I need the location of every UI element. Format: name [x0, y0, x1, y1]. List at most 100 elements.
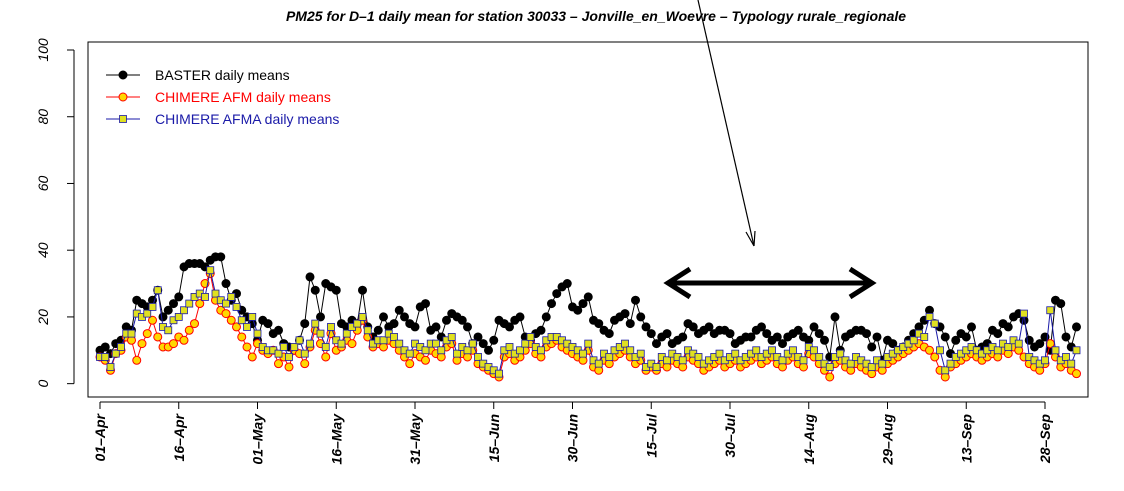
data-point	[536, 325, 546, 335]
data-point	[474, 353, 482, 361]
data-point	[127, 329, 136, 338]
data-point	[180, 306, 188, 315]
y-tick-label: 40	[35, 242, 51, 258]
data-point	[316, 329, 325, 338]
data-point	[1062, 353, 1070, 361]
data-point	[789, 346, 797, 355]
data-point	[867, 363, 876, 371]
data-point	[174, 313, 183, 321]
data-point	[552, 289, 562, 299]
data-point	[809, 322, 819, 332]
data-point	[484, 345, 493, 355]
data-point	[867, 342, 877, 352]
data-point	[1004, 343, 1013, 351]
data-point	[641, 322, 651, 332]
data-point	[169, 339, 178, 349]
data-point	[300, 359, 310, 369]
data-point	[573, 305, 583, 315]
data-point	[815, 353, 824, 361]
data-point	[604, 329, 614, 339]
data-point	[830, 312, 840, 322]
data-point	[1067, 359, 1076, 368]
data-point	[1046, 306, 1055, 315]
data-point	[243, 323, 251, 331]
data-point	[395, 339, 404, 348]
data-point	[888, 339, 898, 349]
data-point	[625, 319, 635, 329]
data-point	[930, 352, 940, 362]
data-point	[358, 313, 367, 321]
data-point	[621, 339, 629, 348]
data-point	[715, 349, 724, 358]
data-point	[389, 319, 399, 329]
data-point	[725, 329, 735, 339]
data-point	[814, 329, 824, 339]
y-tick-label: 60	[35, 175, 51, 191]
data-point	[153, 286, 162, 295]
x-tick-label: 16–May	[328, 413, 344, 465]
data-point	[825, 372, 835, 382]
data-point	[421, 355, 430, 365]
data-point	[578, 299, 588, 309]
data-point	[431, 322, 441, 332]
data-point	[185, 299, 194, 308]
annotation-range-arrow-heads	[663, 266, 877, 300]
data-point	[925, 313, 934, 321]
data-point	[447, 333, 456, 341]
data-point	[310, 285, 320, 295]
x-tick-label: 30–Jun	[565, 414, 581, 462]
data-point	[836, 349, 845, 358]
data-point	[421, 299, 430, 309]
data-point	[746, 332, 756, 342]
data-point	[316, 312, 325, 322]
data-point	[505, 343, 514, 351]
data-point	[620, 309, 630, 319]
data-point	[584, 339, 593, 348]
data-point	[463, 346, 472, 355]
data-point	[101, 353, 110, 361]
data-point	[505, 322, 514, 332]
data-point	[274, 359, 283, 369]
data-point	[347, 339, 357, 349]
data-point	[247, 352, 257, 362]
chart-title: PM25 for D–1 daily mean for station 3003…	[286, 8, 906, 24]
data-point	[242, 342, 252, 352]
data-point	[358, 285, 367, 295]
data-point	[583, 292, 593, 302]
data-point	[1072, 346, 1081, 355]
x-tick-label: 15–Jun	[486, 414, 502, 462]
data-point	[515, 312, 525, 322]
data-point	[305, 272, 315, 282]
data-point	[148, 315, 157, 325]
data-point	[526, 333, 535, 341]
data-point	[216, 252, 226, 262]
data-point	[206, 266, 215, 275]
data-point	[211, 289, 220, 298]
data-point	[1061, 332, 1071, 342]
y-tick-label: 20	[35, 309, 51, 326]
data-point	[405, 359, 415, 369]
data-point	[300, 319, 310, 329]
data-point	[457, 315, 467, 325]
data-point	[311, 319, 320, 328]
data-point	[453, 349, 461, 358]
legend-marker	[119, 115, 127, 123]
data-point	[521, 339, 530, 348]
data-point	[993, 346, 1002, 355]
data-point	[184, 325, 194, 335]
legend-label: CHIMERE AFMA daily means	[155, 111, 339, 127]
data-point	[142, 329, 152, 339]
data-point	[342, 329, 351, 338]
x-tick-label: 30–Jul	[722, 413, 738, 458]
data-point	[279, 343, 288, 351]
data-point	[757, 322, 766, 332]
data-point	[652, 339, 661, 349]
data-point	[940, 332, 950, 342]
data-point	[1056, 299, 1066, 309]
data-point	[237, 332, 247, 342]
data-point	[442, 315, 451, 325]
data-point	[227, 293, 236, 301]
plot-frame	[87, 41, 1089, 398]
data-point	[495, 369, 503, 378]
data-point	[778, 356, 787, 365]
